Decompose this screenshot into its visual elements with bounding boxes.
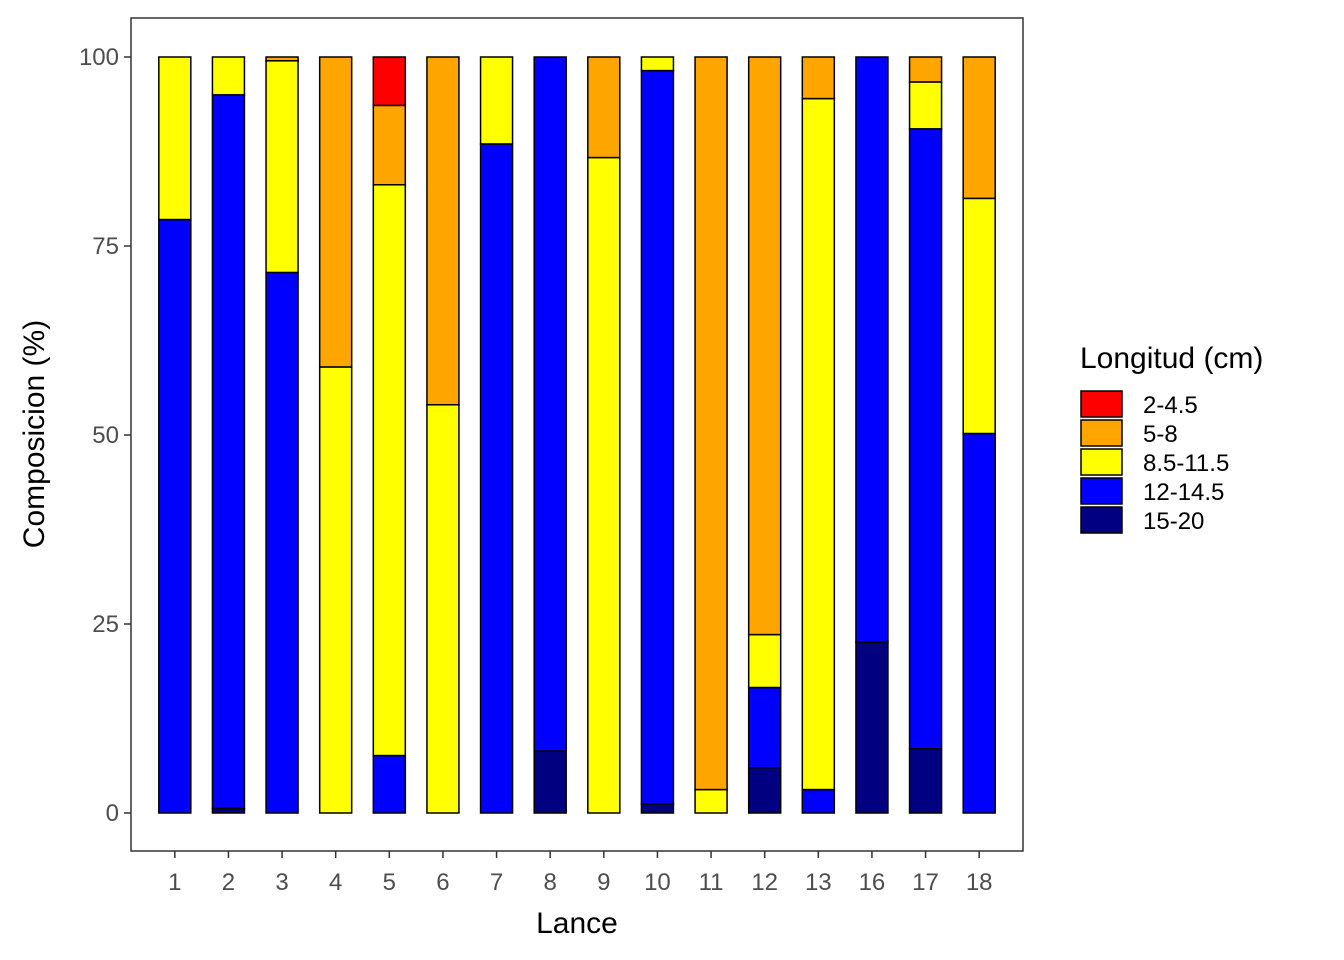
bar-segment-5-5-8	[372, 104, 407, 186]
x-tick-label: 18	[966, 869, 993, 896]
bar-segment-8-15-20	[533, 750, 567, 814]
x-tick-label: 13	[805, 869, 832, 896]
bar-segment-5-8.5-11.5	[372, 184, 407, 757]
bar-segment-7-12-14.5	[479, 143, 514, 814]
y-tick-label: 100	[79, 44, 119, 71]
x-axis-title: Lance	[536, 907, 618, 940]
bar-segment-17-5-8	[908, 56, 943, 83]
bar-segment-4-5-8	[318, 56, 353, 368]
legend-label: 5-8	[1143, 421, 1178, 448]
legend-label: 12-14.5	[1143, 479, 1224, 506]
y-tick-label: 25	[92, 611, 119, 638]
x-tick-label: 12	[751, 869, 778, 896]
bar-segment-9-8.5-11.5	[587, 156, 621, 814]
bar-segment-13-12-14.5	[801, 788, 836, 814]
bar-segment-18-8.5-11.5	[962, 197, 996, 435]
legend-key-15-20	[1080, 506, 1123, 534]
bar-segment-6-8.5-11.5	[426, 404, 460, 814]
bar-segment-11-8.5-11.5	[694, 788, 728, 814]
bar-segment-13-5-8	[801, 56, 836, 100]
x-tick-label: 9	[597, 869, 610, 896]
panel-border	[130, 17, 1024, 852]
legend-label: 2-4.5	[1143, 392, 1198, 419]
bar-segment-3-12-14.5	[265, 271, 299, 814]
bar-segment-12-8.5-11.5	[747, 633, 782, 689]
bar-segment-10-12-14.5	[640, 69, 675, 805]
x-tick-label: 11	[699, 869, 724, 896]
x-tick-label: 5	[383, 869, 396, 896]
y-tick-label: 50	[92, 422, 119, 449]
bar-segment-5-12-14.5	[372, 754, 407, 814]
bar-segment-1-8.5-11.5	[158, 56, 192, 221]
bar-segment-17-12-14.5	[908, 128, 943, 750]
bar-segment-9-5-8	[587, 56, 621, 159]
y-tick-label: 0	[106, 800, 119, 827]
bar-segment-12-12-14.5	[747, 686, 782, 769]
legend-key-12-14.5	[1080, 477, 1123, 505]
x-tick-label: 10	[644, 869, 671, 896]
x-tick-label: 2	[222, 869, 235, 896]
x-tick-label: 8	[544, 869, 557, 896]
bar-segment-3-8.5-11.5	[265, 60, 299, 274]
y-tick-label: 75	[92, 233, 119, 260]
bar-segment-11-5-8	[694, 56, 728, 791]
x-tick-label: 6	[436, 869, 449, 896]
legend-key-5-8	[1080, 419, 1123, 447]
bar-segment-12-15-20	[747, 766, 782, 814]
bar-segment-6-5-8	[426, 56, 460, 406]
legend: Longitud (cm) 2-4.55-88.5-11.512-14.515-…	[1080, 342, 1263, 535]
x-tick-label: 16	[859, 869, 886, 896]
legend-key-8.5-11.5	[1080, 448, 1123, 476]
y-axis-title: Composicion (%)	[18, 320, 51, 548]
bar-segment-12-5-8	[747, 56, 782, 636]
bar-segment-10-15-20	[640, 803, 675, 814]
bar-segment-16-12-14.5	[855, 56, 889, 643]
legend-title: Longitud (cm)	[1080, 342, 1263, 375]
bar-segment-2-8.5-11.5	[211, 56, 246, 96]
legend-key-2-4.5	[1080, 390, 1123, 418]
legend-label: 8.5-11.5	[1143, 450, 1229, 477]
y-axis: 0 25 50 75 100	[79, 44, 131, 827]
bar-segment-7-8.5-11.5	[479, 56, 514, 145]
bar-segment-2-12-14.5	[211, 94, 246, 810]
bar-segment-5-2-4.5	[372, 56, 407, 107]
bar-segment-18-12-14.5	[962, 432, 996, 814]
bar-segment-10-8.5-11.5	[640, 56, 675, 72]
bar-segment-4-8.5-11.5	[318, 366, 353, 814]
legend-label: 15-20	[1143, 508, 1204, 535]
bar-segment-18-5-8	[962, 56, 996, 200]
bar-segment-17-15-20	[908, 747, 943, 814]
x-axis: 1 2 3 4 5 6 7 8 9 10 11 12 13 16 17 18	[168, 851, 993, 896]
bars-layer	[158, 56, 996, 814]
x-tick-label: 17	[912, 869, 939, 896]
bar-segment-8-12-14.5	[533, 56, 567, 752]
bar-segment-17-8.5-11.5	[908, 81, 943, 130]
x-tick-label: 4	[329, 869, 342, 896]
bar-segment-16-15-20	[855, 641, 889, 814]
x-tick-label: 1	[168, 869, 181, 896]
bar-segment-3-5-8	[265, 56, 299, 62]
x-tick-label: 3	[275, 869, 288, 896]
x-tick-label: 7	[490, 869, 503, 896]
bar-segment-1-12-14.5	[158, 218, 192, 814]
bar-segment-13-8.5-11.5	[801, 97, 836, 791]
